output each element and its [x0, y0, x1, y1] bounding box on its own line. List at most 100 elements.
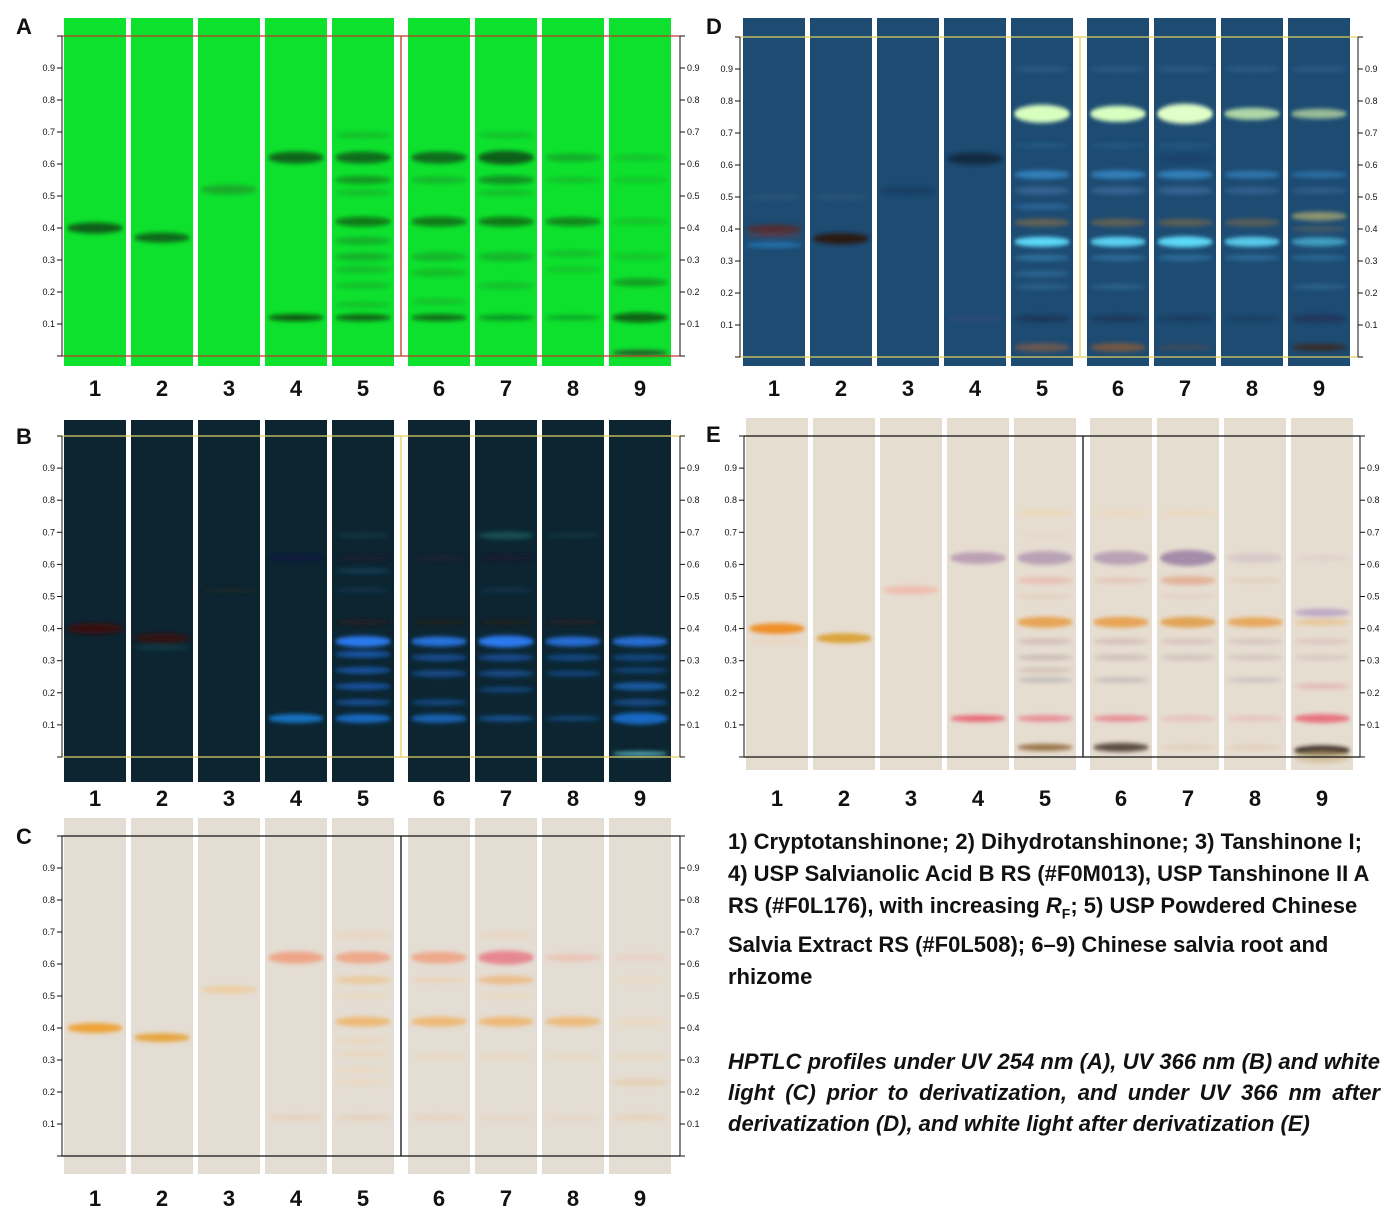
band — [478, 531, 534, 540]
rf-tick-label: 0.5 — [687, 592, 700, 602]
band — [411, 619, 467, 626]
rf-tick-label: 0.6 — [687, 559, 700, 569]
rf-tick-label: 0.6 — [42, 559, 55, 569]
rf-tick-label: 0.2 — [687, 1087, 700, 1097]
track-5 — [1011, 18, 1073, 366]
band — [1291, 283, 1347, 290]
rf-tick-label: 0.2 — [42, 688, 55, 698]
band — [1014, 270, 1070, 277]
band — [478, 132, 534, 139]
band — [1224, 315, 1280, 322]
track-number: 8 — [1246, 376, 1258, 401]
rf-tick-label: 0.4 — [42, 1023, 55, 1033]
band — [478, 252, 534, 262]
track-1 — [64, 18, 126, 366]
track-6 — [408, 420, 470, 782]
band — [411, 216, 467, 227]
rf-tick-label: 0.8 — [42, 895, 55, 905]
rf-tick-label: 0.1 — [720, 320, 733, 330]
track-8 — [1224, 418, 1286, 770]
band — [1224, 170, 1280, 179]
track-3 — [880, 418, 942, 770]
track-number: 4 — [290, 1186, 303, 1211]
band — [1157, 154, 1213, 163]
track-7 — [1154, 18, 1216, 366]
band — [335, 1016, 391, 1027]
rf-tick-label: 0.4 — [720, 224, 733, 234]
rf-tick-label: 0.1 — [42, 319, 55, 329]
rf-tick-label: 0.2 — [687, 287, 700, 297]
band — [335, 553, 391, 562]
band — [411, 553, 467, 562]
panel-d: D 0.1 0.2 0.3 0.4 0.5 0.6 0.7 0.8 0.9 0.1 0.2 0.3 0.… — [700, 0, 1397, 410]
rf-tick-label: 0.8 — [724, 495, 737, 505]
band — [545, 266, 601, 273]
band — [478, 314, 534, 321]
rf-tick-label: 0.9 — [42, 63, 55, 73]
rf-frame — [62, 435, 680, 758]
track-1 — [743, 18, 805, 366]
band — [1157, 315, 1213, 322]
band — [1093, 677, 1149, 683]
band — [335, 132, 391, 139]
rf-tick-label: 0.3 — [42, 656, 55, 666]
track-background — [813, 418, 875, 770]
track-number: 4 — [290, 376, 303, 401]
band — [612, 253, 668, 261]
track-number: 7 — [1179, 376, 1191, 401]
band — [411, 670, 467, 678]
band — [478, 216, 534, 227]
panel-b-plate: 0.10.20.30.40.50.60.70.80.90.10.20.30.40… — [42, 420, 700, 811]
band — [201, 184, 257, 195]
band — [1090, 283, 1146, 290]
track-2 — [131, 18, 193, 366]
band — [1014, 254, 1070, 261]
band — [1014, 342, 1070, 352]
track-number: 1 — [771, 786, 783, 811]
rf-axis-left: 0.1 0.2 0.3 0.4 0.5 0.6 0.7 0.8 0.9 — [42, 835, 63, 1157]
band — [1093, 714, 1149, 722]
legend-tail: ; 5) USP Powdered Chinese Salvia Extract… — [728, 893, 1358, 990]
band — [1090, 254, 1146, 261]
rf-axis-left: 0.1 0.2 0.3 0.4 0.5 0.6 0.7 0.8 0.9 — [724, 435, 745, 758]
track-number: 8 — [567, 1186, 579, 1211]
panel-e-label: E — [706, 422, 721, 447]
track-number: 6 — [433, 786, 445, 811]
band — [1014, 203, 1070, 210]
band — [1294, 638, 1350, 645]
band — [612, 1018, 668, 1026]
band — [335, 266, 391, 274]
rf-tick-label: 0.6 — [1367, 559, 1380, 569]
rf-tick-label: 0.5 — [1365, 192, 1378, 202]
track-background — [131, 18, 193, 366]
rf-tick-label: 0.3 — [687, 1055, 700, 1065]
rf-tick-label: 0.7 — [42, 127, 55, 137]
band — [1227, 577, 1283, 584]
band — [268, 951, 324, 964]
band — [411, 268, 467, 277]
band — [478, 175, 534, 185]
band — [1227, 638, 1283, 645]
track-5 — [332, 818, 394, 1174]
track-number: 1 — [89, 1186, 101, 1211]
rf-tick-label: 0.5 — [42, 592, 55, 602]
band — [545, 532, 601, 539]
track-7 — [475, 420, 537, 782]
band — [268, 151, 324, 164]
band — [1291, 187, 1347, 194]
band — [1160, 616, 1216, 628]
band — [268, 314, 324, 322]
band — [1291, 66, 1347, 72]
band — [950, 714, 1006, 722]
track-number: 6 — [1112, 376, 1124, 401]
band — [1157, 254, 1213, 261]
band — [1017, 532, 1073, 539]
rf-tick-label: 0.8 — [687, 495, 700, 505]
rf-tick-label: 0.7 — [720, 128, 733, 138]
track-number: 8 — [567, 786, 579, 811]
rf-tick-label: 0.9 — [720, 64, 733, 74]
track-1 — [64, 818, 126, 1174]
band — [478, 932, 534, 939]
band — [612, 177, 668, 183]
track-9 — [1291, 418, 1353, 770]
